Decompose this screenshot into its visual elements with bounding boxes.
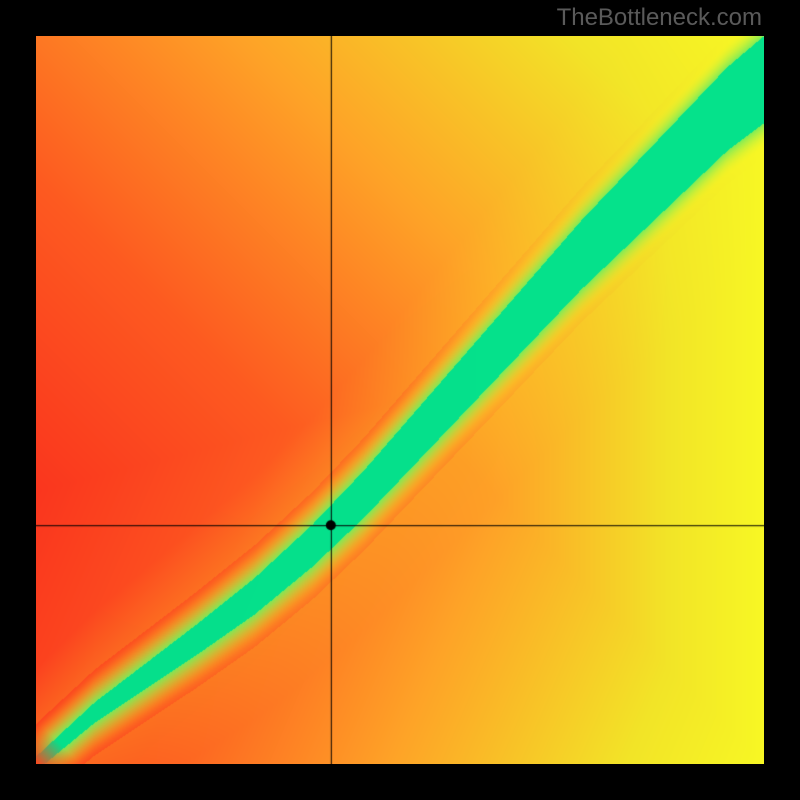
chart-frame: TheBottleneck.com — [0, 0, 800, 800]
watermark-text: TheBottleneck.com — [557, 4, 762, 32]
bottleneck-heatmap — [36, 36, 764, 764]
